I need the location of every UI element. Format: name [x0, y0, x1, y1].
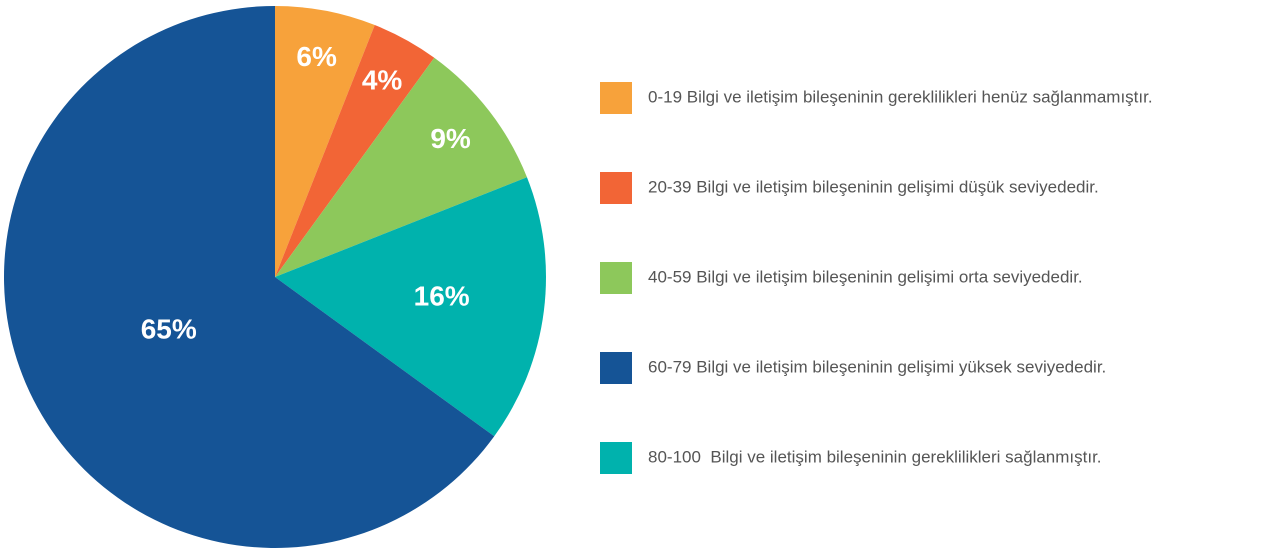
legend-swatch — [600, 352, 632, 384]
pie-slice — [275, 25, 435, 277]
legend-swatch — [600, 262, 632, 294]
legend-text: 80-100 Bilgi ve iletişim bileşeninin ger… — [648, 447, 1102, 466]
pie-slice — [275, 57, 527, 277]
pie-slice — [275, 177, 547, 437]
slice-label: 65% — [141, 314, 197, 345]
legend-text: 20-39 Bilgi ve iletişim bileşeninin geli… — [648, 177, 1099, 196]
pie-slice — [3, 6, 495, 548]
legend-swatch — [600, 172, 632, 204]
slice-label: 6% — [296, 41, 337, 72]
slice-label: 4% — [362, 65, 403, 96]
legend-text: 0-19 Bilgi ve iletişim bileşeninin gerek… — [648, 87, 1153, 106]
legend-text: 60-79 Bilgi ve iletişim bileşeninin geli… — [648, 357, 1106, 376]
legend-swatch — [600, 442, 632, 474]
slice-label: 9% — [430, 123, 471, 154]
legend-text: 40-59 Bilgi ve iletişim bileşeninin geli… — [648, 267, 1083, 286]
pie-slice — [275, 6, 375, 277]
legend-swatch — [600, 82, 632, 114]
slice-label: 16% — [414, 280, 470, 311]
